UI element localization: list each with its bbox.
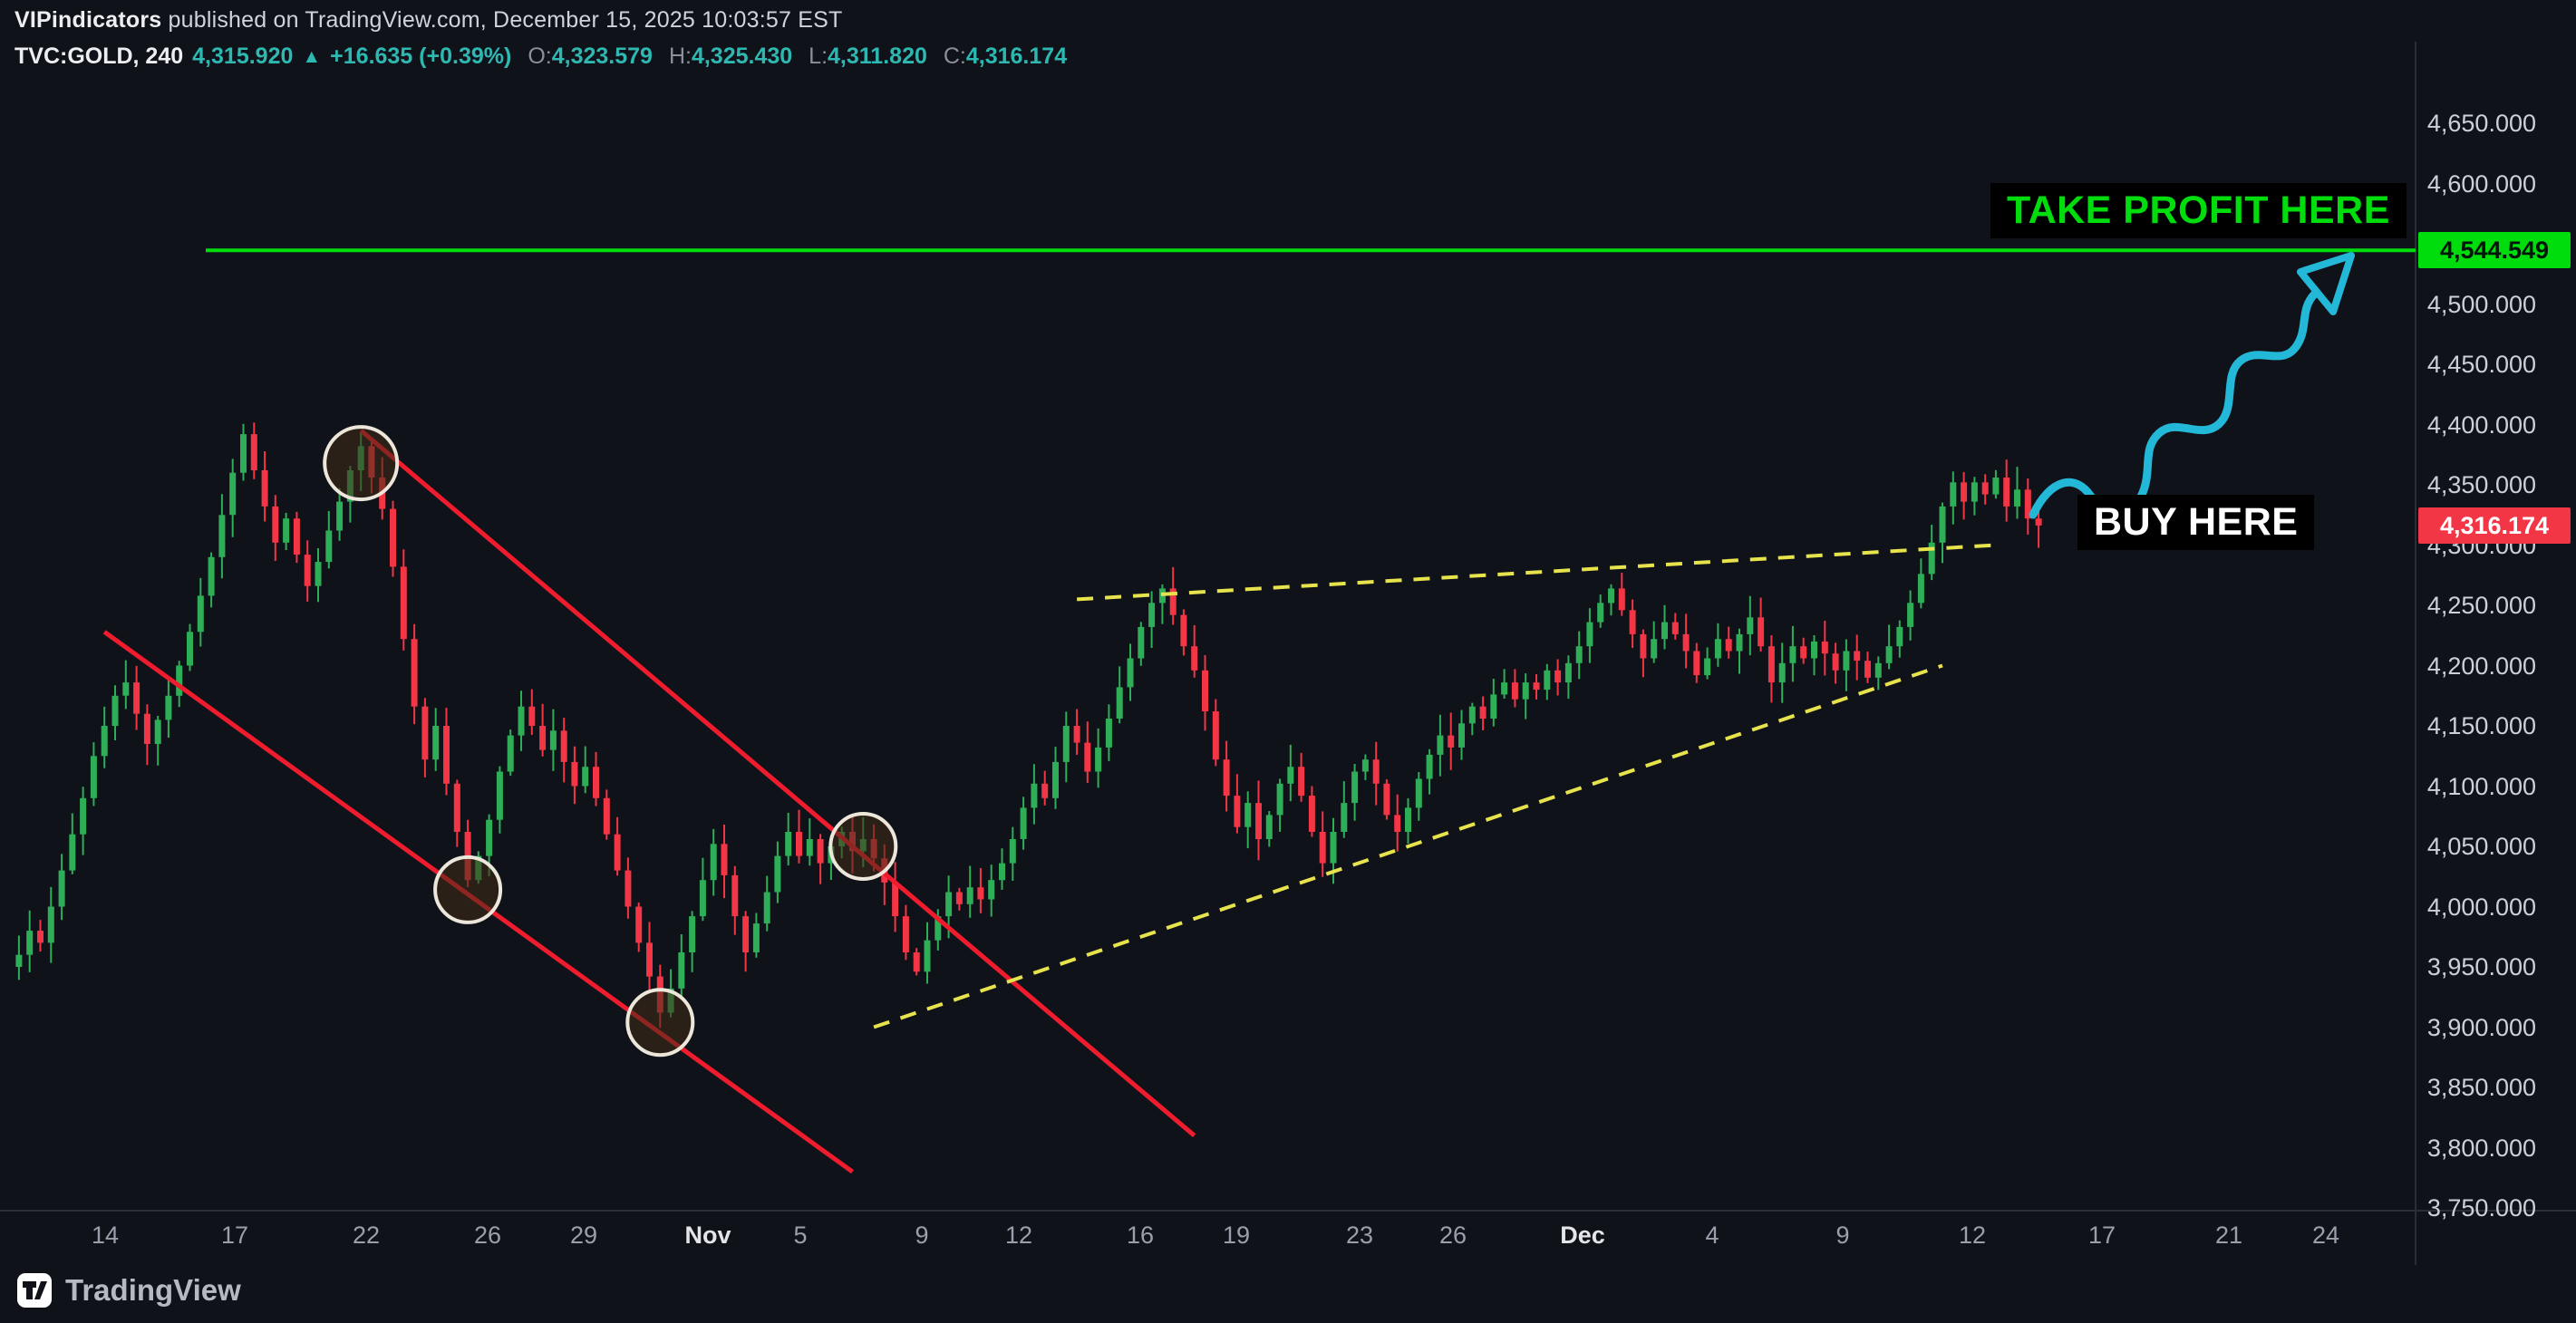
close-value: 4,316.174 <box>965 43 1068 69</box>
publish-byline: VIPindicators published on TradingView.c… <box>15 7 1067 34</box>
highlight-circle[interactable] <box>433 855 503 924</box>
price-tick-label: 3,750.000 <box>2426 1194 2536 1222</box>
price-tick-label: 4,650.000 <box>2426 110 2536 137</box>
author-name: VIPindicators <box>15 7 162 33</box>
tradingview-logo[interactable]: TradingView <box>16 1272 241 1309</box>
symbol-interval: TVC:GOLD, 240 <box>15 43 184 69</box>
symbol-legend: TVC:GOLD, 240 4,315.920 ▲ +16.635 (+0.39… <box>15 43 1067 70</box>
price-tick-label: 4,200.000 <box>2426 652 2536 680</box>
change-value: +16.635 (+0.39%) <box>330 43 512 69</box>
low-value: 4,311.820 <box>828 43 927 69</box>
chart-header: VIPindicators published on TradingView.c… <box>15 7 1067 70</box>
time-tick-label: 26 <box>473 1222 502 1249</box>
buy-here-label: BUY HERE <box>2077 495 2315 550</box>
time-tick-label: 19 <box>1222 1222 1251 1249</box>
price-tick-label: 4,600.000 <box>2426 169 2536 198</box>
open-value: 4,323.579 <box>551 43 653 69</box>
high-value: 4,325.430 <box>691 43 793 69</box>
yellow-dashed-trendline[interactable] <box>1076 543 1997 602</box>
time-tick-label: 29 <box>569 1222 598 1249</box>
close-label: C: <box>943 43 966 69</box>
time-tick-label: 17 <box>2087 1222 2116 1249</box>
time-tick-label: 21 <box>2214 1222 2243 1249</box>
time-tick-label: 12 <box>1958 1222 1987 1249</box>
time-tick-label: 17 <box>220 1222 249 1249</box>
time-tick-label: Dec <box>1560 1222 1605 1249</box>
price-tick-label: 4,450.000 <box>2426 351 2536 378</box>
price-tick-label: 4,350.000 <box>2426 471 2536 498</box>
red-trendline[interactable] <box>359 429 1196 1138</box>
last-price: 4,315.920 <box>192 43 294 69</box>
highlight-circle[interactable] <box>323 425 400 502</box>
price-tick-label: 3,950.000 <box>2426 953 2536 980</box>
time-tick-label: Nov <box>684 1222 731 1249</box>
high-label: H: <box>668 43 692 69</box>
take-profit-label: TAKE PROFIT HERE <box>1990 183 2407 238</box>
price-tick-label: 4,150.000 <box>2426 712 2536 739</box>
time-tick-label: 14 <box>91 1222 120 1249</box>
highlight-circle[interactable] <box>625 988 695 1057</box>
time-tick-label: 4 <box>1705 1222 1719 1249</box>
price-tick-label: 3,900.000 <box>2426 1013 2536 1041</box>
time-tick-label: 16 <box>1126 1222 1155 1249</box>
time-tick-label: 24 <box>2311 1222 2340 1249</box>
tradingview-logo-text: TradingView <box>65 1273 241 1307</box>
price-tick-label: 4,050.000 <box>2426 833 2536 860</box>
arrowhead-icon <box>2297 252 2355 315</box>
time-tick-label: 26 <box>1438 1222 1467 1249</box>
price-tick-label: 4,100.000 <box>2426 772 2536 800</box>
time-tick-label: 9 <box>1835 1222 1850 1249</box>
time-tick-label: 22 <box>352 1222 381 1249</box>
price-tick-label: 4,000.000 <box>2426 893 2536 921</box>
price-tick-label: 4,250.000 <box>2426 592 2536 619</box>
low-label: L: <box>809 43 828 69</box>
open-label: O: <box>528 43 552 69</box>
byline-text: published on TradingView.com, December 1… <box>161 7 843 33</box>
up-triangle-icon: ▲ <box>302 45 322 67</box>
take-profit-price-tag: 4,544.549 <box>2418 232 2571 268</box>
price-tick-label: 3,850.000 <box>2426 1074 2536 1101</box>
time-tick-label: 12 <box>1004 1222 1033 1249</box>
time-tick-label: 5 <box>793 1222 808 1249</box>
price-tick-label: 4,500.000 <box>2426 290 2536 318</box>
time-tick-label: 9 <box>915 1222 929 1249</box>
highlight-circle[interactable] <box>828 812 898 881</box>
tradingview-logo-icon <box>17 1273 52 1308</box>
price-tick-label: 3,800.000 <box>2426 1134 2536 1162</box>
yellow-dashed-trendline[interactable] <box>873 663 1943 1029</box>
price-tick-label: 4,400.000 <box>2426 410 2536 439</box>
last-price-tag: 4,316.174 <box>2418 507 2571 544</box>
projection-squiggle-arrow[interactable] <box>2029 289 2319 519</box>
time-tick-label: 23 <box>1345 1222 1374 1249</box>
candles-layer <box>15 422 2042 1028</box>
